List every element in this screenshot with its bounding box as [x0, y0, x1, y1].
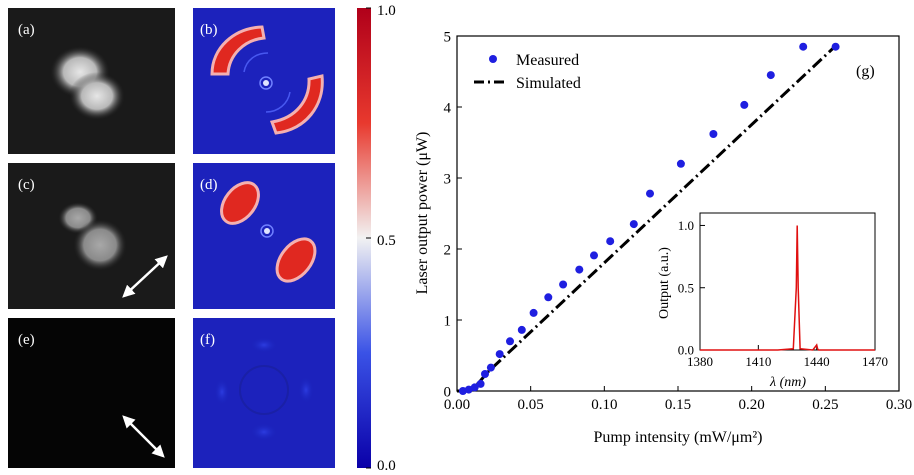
legend-measured-label: Measured: [516, 52, 579, 69]
power-chart-panel-label: (g): [856, 63, 875, 80]
spectrum-inset-line: [700, 225, 875, 351]
measured-point: [676, 159, 685, 168]
panel-e-label: (e): [18, 332, 35, 348]
panel-f-lobe-top: [250, 337, 278, 353]
power-chart-x-tick-label: 0.00: [444, 397, 470, 413]
measured-point: [481, 370, 489, 378]
panel-a-label: (a): [18, 22, 35, 38]
measured-point: [590, 251, 598, 260]
spectrum-inset-y-tick-label: 0.5: [678, 280, 694, 295]
panel-b-center-ring: [259, 76, 273, 90]
measured-point: [506, 337, 514, 346]
panel-c-spot-lower: [73, 219, 127, 271]
colorbar-tick-label-mid: 0.5: [377, 233, 396, 249]
panel-b-inner-ring-upper: [243, 52, 269, 73]
power-chart-y-tick-label: 4: [444, 100, 452, 116]
panel-c-polarization-arrow: [122, 255, 168, 298]
spectrum-inset-ticks: 1380 1410 1440 1470 0.0 0.5 1.0: [678, 218, 888, 369]
power-chart: 0.00 0.05 0.10 0.15 0.20 0.25 0.30 0 1 2 3 4 5 Pump …: [414, 29, 912, 446]
panel-e-polarization-arrow: [122, 415, 165, 458]
panel-d-lobe-lower: [275, 237, 317, 283]
panel-a: (a): [8, 8, 175, 154]
power-chart-legend: Measured Simulated: [474, 52, 581, 92]
colorbar-gradient: [357, 8, 371, 468]
power-chart-y-axis-label: Laser output power (μW): [414, 132, 431, 295]
power-chart-x-tick-label: 0.20: [739, 397, 765, 413]
measured-point: [799, 42, 808, 51]
panel-c-label: (c): [18, 177, 35, 193]
power-chart-y-tick-label: 3: [444, 171, 452, 187]
spectrum-inset-x-tick-label: 1380: [687, 354, 713, 369]
power-chart-measured-points: [458, 42, 840, 395]
power-chart-x-tick-label: 0.25: [812, 397, 838, 413]
measured-point: [529, 308, 538, 317]
legend-measured-marker: [489, 55, 497, 63]
power-chart-y-tick-label: 2: [444, 242, 452, 258]
panel-d-lobe-upper: [220, 181, 260, 225]
spectrum-inset-background: [699, 212, 876, 351]
spectrum-inset-y-tick-label: 1.0: [678, 218, 694, 233]
measured-point: [517, 325, 526, 334]
panel-d-label: (d): [200, 177, 218, 193]
measured-point: [575, 265, 584, 274]
power-chart-x-tick-label: 0.05: [518, 397, 544, 413]
power-chart-x-tick-label: 0.10: [591, 397, 617, 413]
spectrum-inset-y-axis-label: Output (a.u.): [657, 247, 672, 319]
panel-c: (c): [8, 163, 175, 309]
spectrum-inset-x-axis-label: λ (nm): [769, 375, 806, 390]
measured-point: [740, 100, 749, 109]
power-chart-x-axis-label: Pump intensity (mW/μm²): [594, 429, 763, 446]
measured-point: [831, 42, 840, 51]
panel-d: (d): [193, 163, 335, 309]
panel-b-label: (b): [200, 22, 218, 38]
panel-a-spot-lower: [69, 72, 125, 120]
panel-b-center-dot: [263, 80, 269, 86]
spectrum-inset-x-tick-label: 1410: [745, 354, 771, 369]
panel-f-lobe-bottom: [250, 423, 278, 441]
spectrum-inset-y-tick-label: 0.0: [678, 343, 694, 358]
measured-point: [476, 379, 485, 388]
panel-d-center-dot: [264, 228, 270, 234]
panel-f: (f): [193, 318, 335, 468]
panel-f-ring: [239, 365, 289, 415]
spectrum-inset-x-tick-label: 1440: [804, 354, 830, 369]
panel-b-lobe-lower: [269, 74, 324, 135]
measured-point: [646, 189, 654, 198]
colorbar-tick-label-top: 1.0: [377, 3, 396, 19]
colorbar-tick-label-bottom: 0.0: [377, 458, 396, 474]
power-chart-y-tick-label: 0: [444, 384, 452, 400]
panel-f-lobe-right: [298, 376, 314, 404]
measured-point: [629, 220, 638, 229]
power-chart-x-tick-label: 0.15: [665, 397, 691, 413]
panel-b-lobe-upper: [210, 25, 266, 76]
measured-point: [544, 293, 553, 302]
panel-f-lobe-left: [214, 378, 230, 406]
measured-point: [495, 350, 504, 359]
panel-d-center-ring: [260, 224, 274, 238]
colorbar: 1.0 0.5 0.0: [357, 3, 396, 474]
power-chart-y-tick-label: 5: [444, 29, 452, 45]
power-chart-y-tick-label: 1: [444, 313, 452, 329]
power-chart-ticks: 0.00 0.05 0.10 0.15 0.20 0.25 0.30 0 1 2 3 4 5: [444, 29, 913, 413]
panel-e: (e): [8, 318, 175, 468]
panel-f-label: (f): [200, 332, 215, 348]
spectrum-inset-x-tick-label: 1470: [862, 354, 888, 369]
measured-point: [606, 237, 615, 246]
panel-b-inner-ring-lower: [265, 91, 291, 113]
spectrum-line: [700, 225, 875, 351]
panel-b: (b): [193, 8, 335, 154]
legend-simulated-label: Simulated: [516, 75, 581, 92]
spectrum-inset-chart: 1380 1410 1440 1470 0.0 0.5 1.0 λ (nm) Output …: [657, 212, 888, 390]
measured-point: [559, 280, 568, 289]
measured-point: [486, 363, 495, 372]
measured-point: [709, 130, 718, 138]
measured-point: [470, 383, 479, 392]
measured-point: [766, 71, 775, 80]
power-chart-x-tick-label: 0.30: [886, 397, 912, 413]
